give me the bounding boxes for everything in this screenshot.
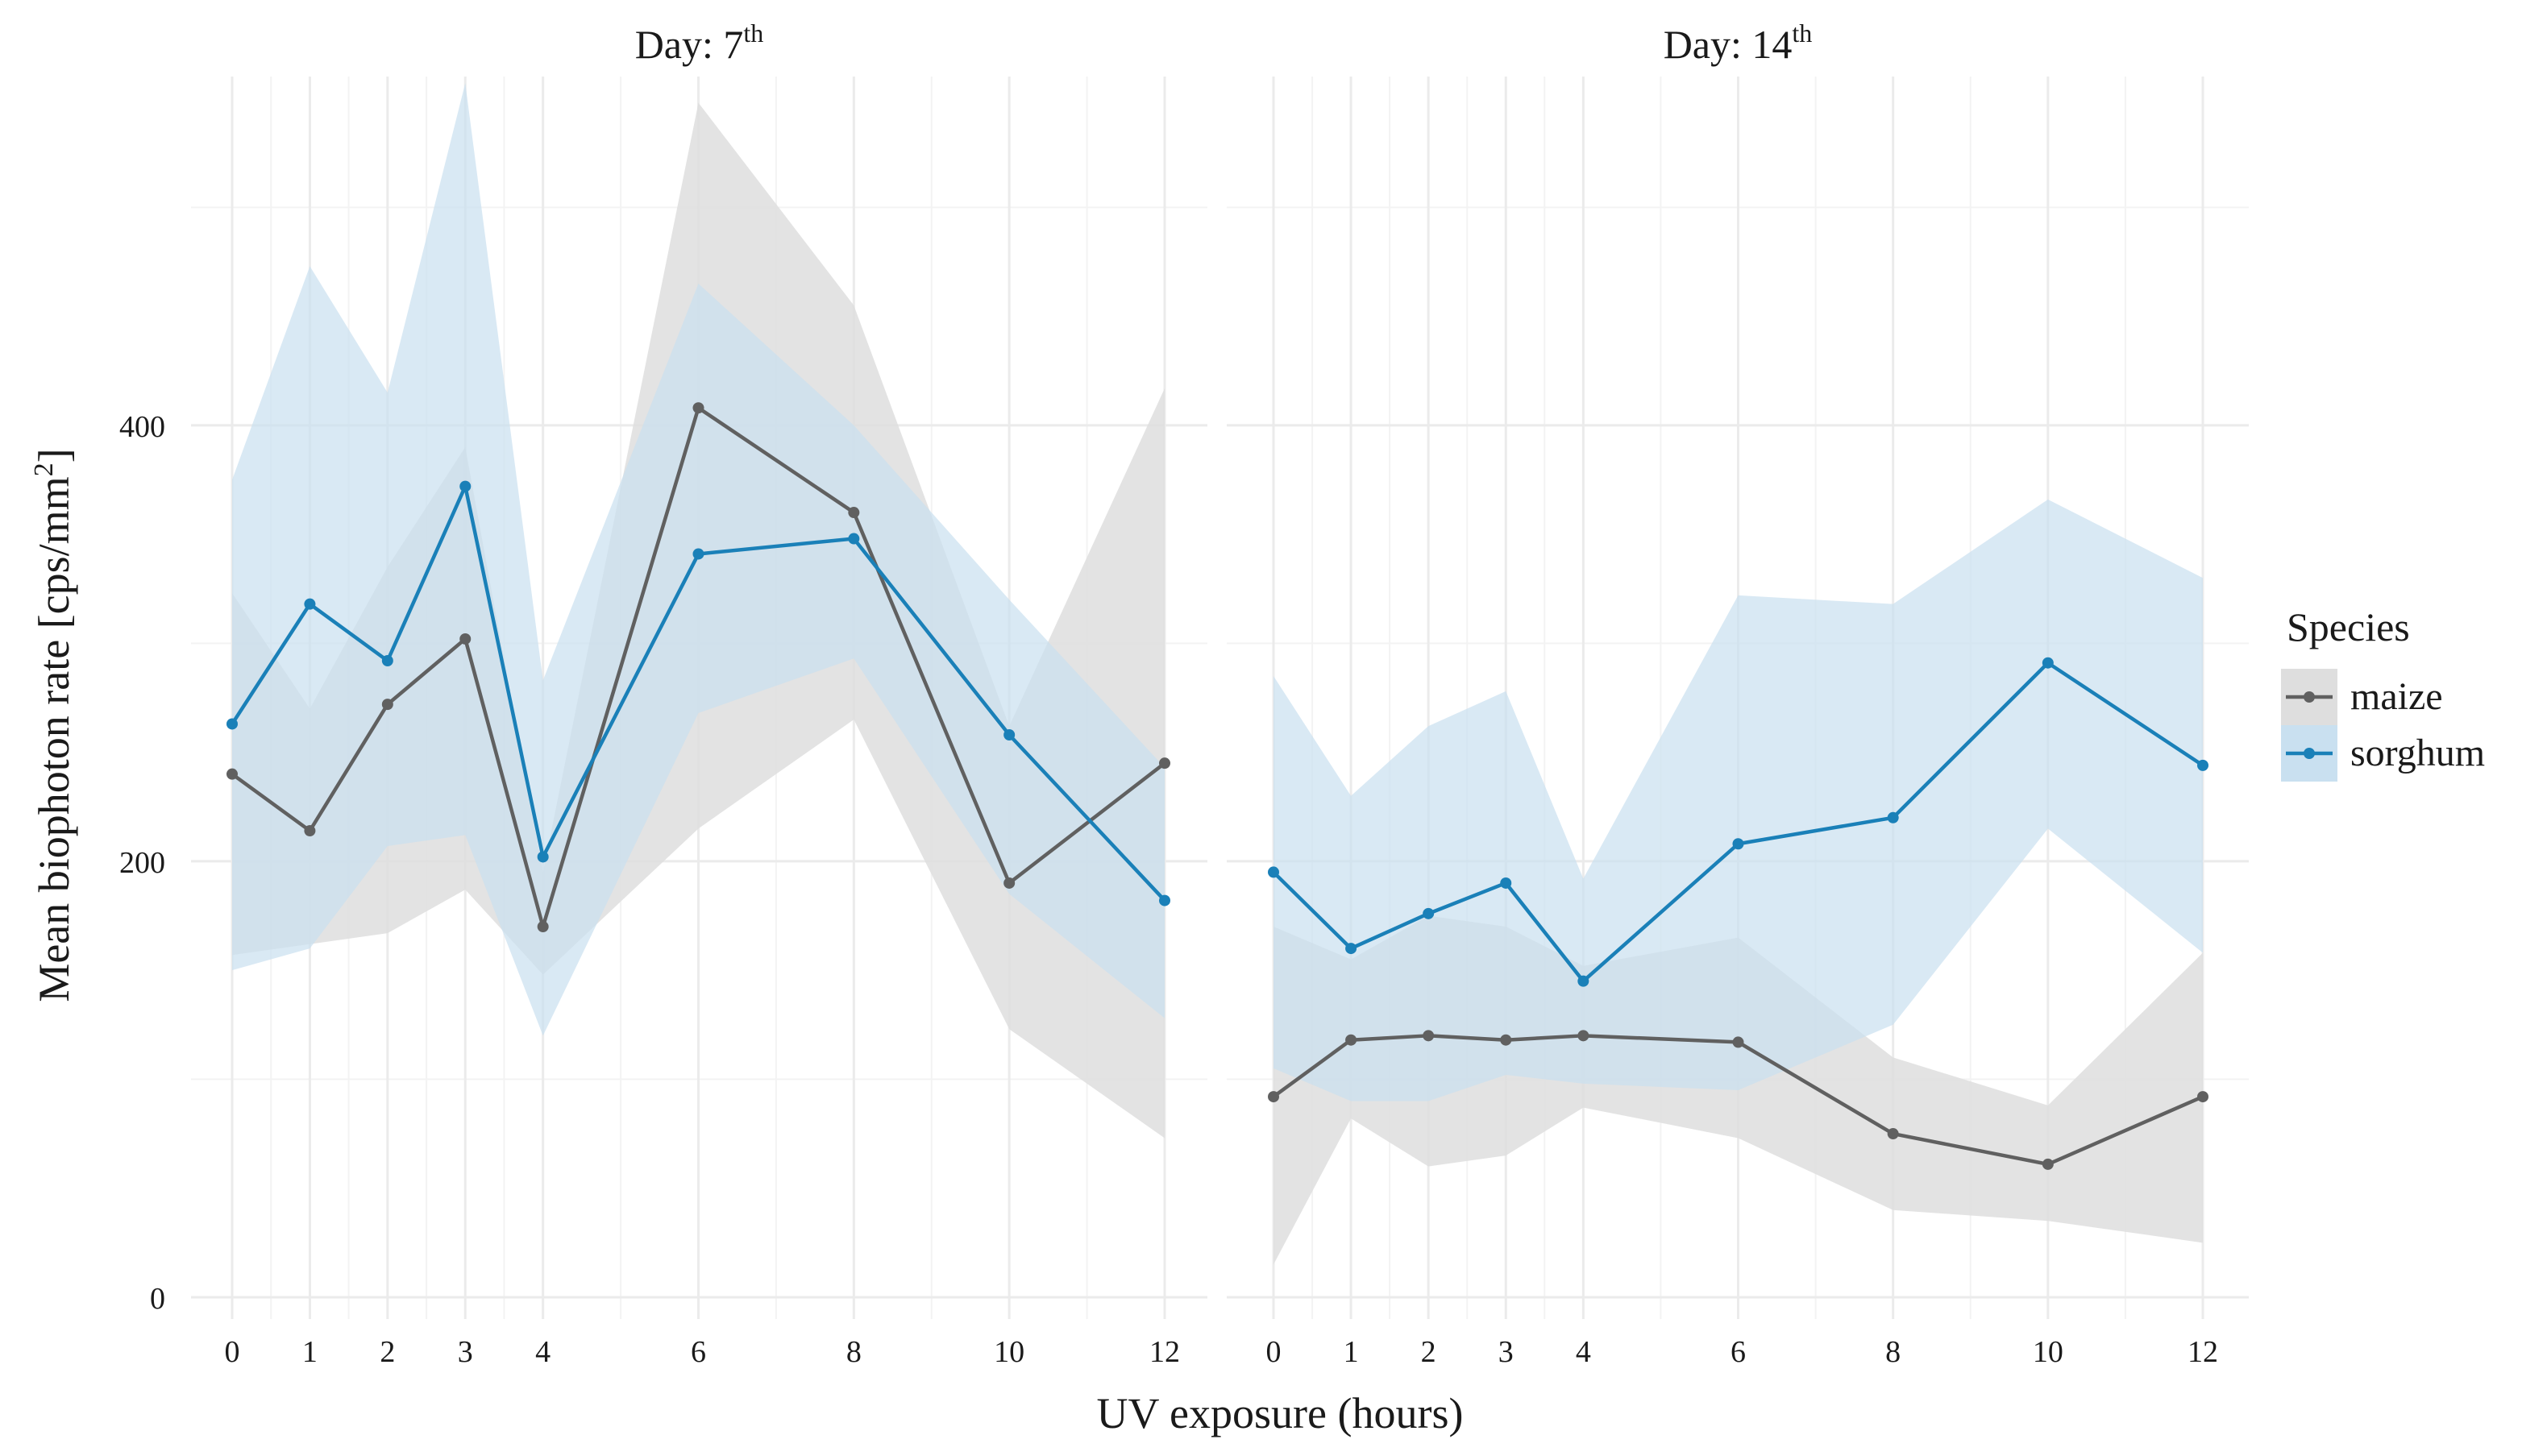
legend-label-sorghum: sorghum <box>2350 732 2485 774</box>
legend-label-maize: maize <box>2350 675 2443 718</box>
point-sorghum-x2 <box>381 655 393 667</box>
x-tick-label: 1 <box>1344 1335 1359 1369</box>
point-maize-x12 <box>1159 757 1170 769</box>
point-sorghum-x8 <box>1887 811 1899 823</box>
point-maize-x12 <box>2197 1091 2208 1103</box>
panel-title-2: Day: 14th <box>1664 19 1813 67</box>
point-sorghum-x1 <box>304 598 316 610</box>
band-sorghum-panel-2 <box>1274 499 2203 1101</box>
point-maize-x3 <box>459 633 472 645</box>
series-points <box>226 402 2208 1170</box>
point-sorghum-x4 <box>537 851 549 863</box>
point-maize-x2 <box>1423 1030 1435 1042</box>
y-tick-label: 0 <box>150 1282 165 1316</box>
point-sorghum-x6 <box>1732 838 1744 850</box>
y-tick-label: 400 <box>119 410 165 444</box>
x-tick-label: 12 <box>2188 1335 2218 1369</box>
x-tick-label: 10 <box>994 1335 1024 1369</box>
point-maize-x6 <box>1732 1036 1744 1048</box>
x-tick-label: 6 <box>691 1335 706 1369</box>
x-tick-label: 0 <box>225 1335 240 1369</box>
point-maize-x4 <box>537 921 549 933</box>
x-tick-label: 2 <box>1421 1335 1436 1369</box>
x-tick-label: 0 <box>1266 1335 1282 1369</box>
point-maize-x1 <box>1345 1034 1357 1046</box>
y-axis-title: Mean biophoton rate [cps/mm2] <box>29 448 78 1002</box>
y-tick-label: 200 <box>119 846 165 880</box>
point-maize-x10 <box>1003 877 1016 889</box>
point-maize-x4 <box>1577 1030 1589 1042</box>
legend-title: Species <box>2287 604 2410 649</box>
point-sorghum-x1 <box>1345 943 1357 955</box>
x-tick-label: 2 <box>380 1335 395 1369</box>
point-maize-x3 <box>1500 1034 1512 1046</box>
point-sorghum-x8 <box>848 533 860 545</box>
x-tick-label: 4 <box>535 1335 551 1369</box>
x-tick-label: 8 <box>1885 1335 1901 1369</box>
point-maize-x8 <box>848 507 860 519</box>
point-sorghum-x3 <box>1500 877 1512 889</box>
x-tick-label: 3 <box>458 1335 473 1369</box>
x-tick-label: 10 <box>2033 1335 2063 1369</box>
point-maize-x6 <box>692 402 704 414</box>
point-sorghum-x10 <box>1003 728 1016 740</box>
x-tick-label: 6 <box>1731 1335 1746 1369</box>
point-sorghum-x12 <box>1159 894 1170 906</box>
point-sorghum-x6 <box>692 548 704 560</box>
x-tick-label: 8 <box>846 1335 862 1369</box>
point-maize-x1 <box>304 825 316 837</box>
point-sorghum-x2 <box>1423 907 1435 919</box>
legend-point-maize <box>2304 691 2315 703</box>
point-maize-x2 <box>381 699 393 711</box>
point-sorghum-x4 <box>1577 975 1589 987</box>
x-tick-label: 12 <box>1149 1335 1180 1369</box>
point-maize-x0 <box>226 768 238 780</box>
point-sorghum-x12 <box>2197 759 2208 771</box>
x-tick-label: 3 <box>1498 1335 1514 1369</box>
point-sorghum-x0 <box>1268 866 1279 878</box>
x-tick-label: 1 <box>302 1335 318 1369</box>
point-maize-x0 <box>1268 1091 1279 1103</box>
legend: Species maize sorghum <box>2281 604 2485 782</box>
panel-title-1: Day: 7th <box>635 19 764 67</box>
point-sorghum-x0 <box>226 718 238 730</box>
x-axis-title: UV exposure (hours) <box>1097 1389 1464 1437</box>
point-maize-x10 <box>2042 1158 2054 1170</box>
point-maize-x8 <box>1887 1128 1899 1140</box>
point-sorghum-x3 <box>459 480 472 492</box>
x-tick-label: 4 <box>1576 1335 1591 1369</box>
confidence-bands <box>232 83 2203 1265</box>
point-sorghum-x10 <box>2042 657 2054 669</box>
legend-point-sorghum <box>2304 748 2315 759</box>
